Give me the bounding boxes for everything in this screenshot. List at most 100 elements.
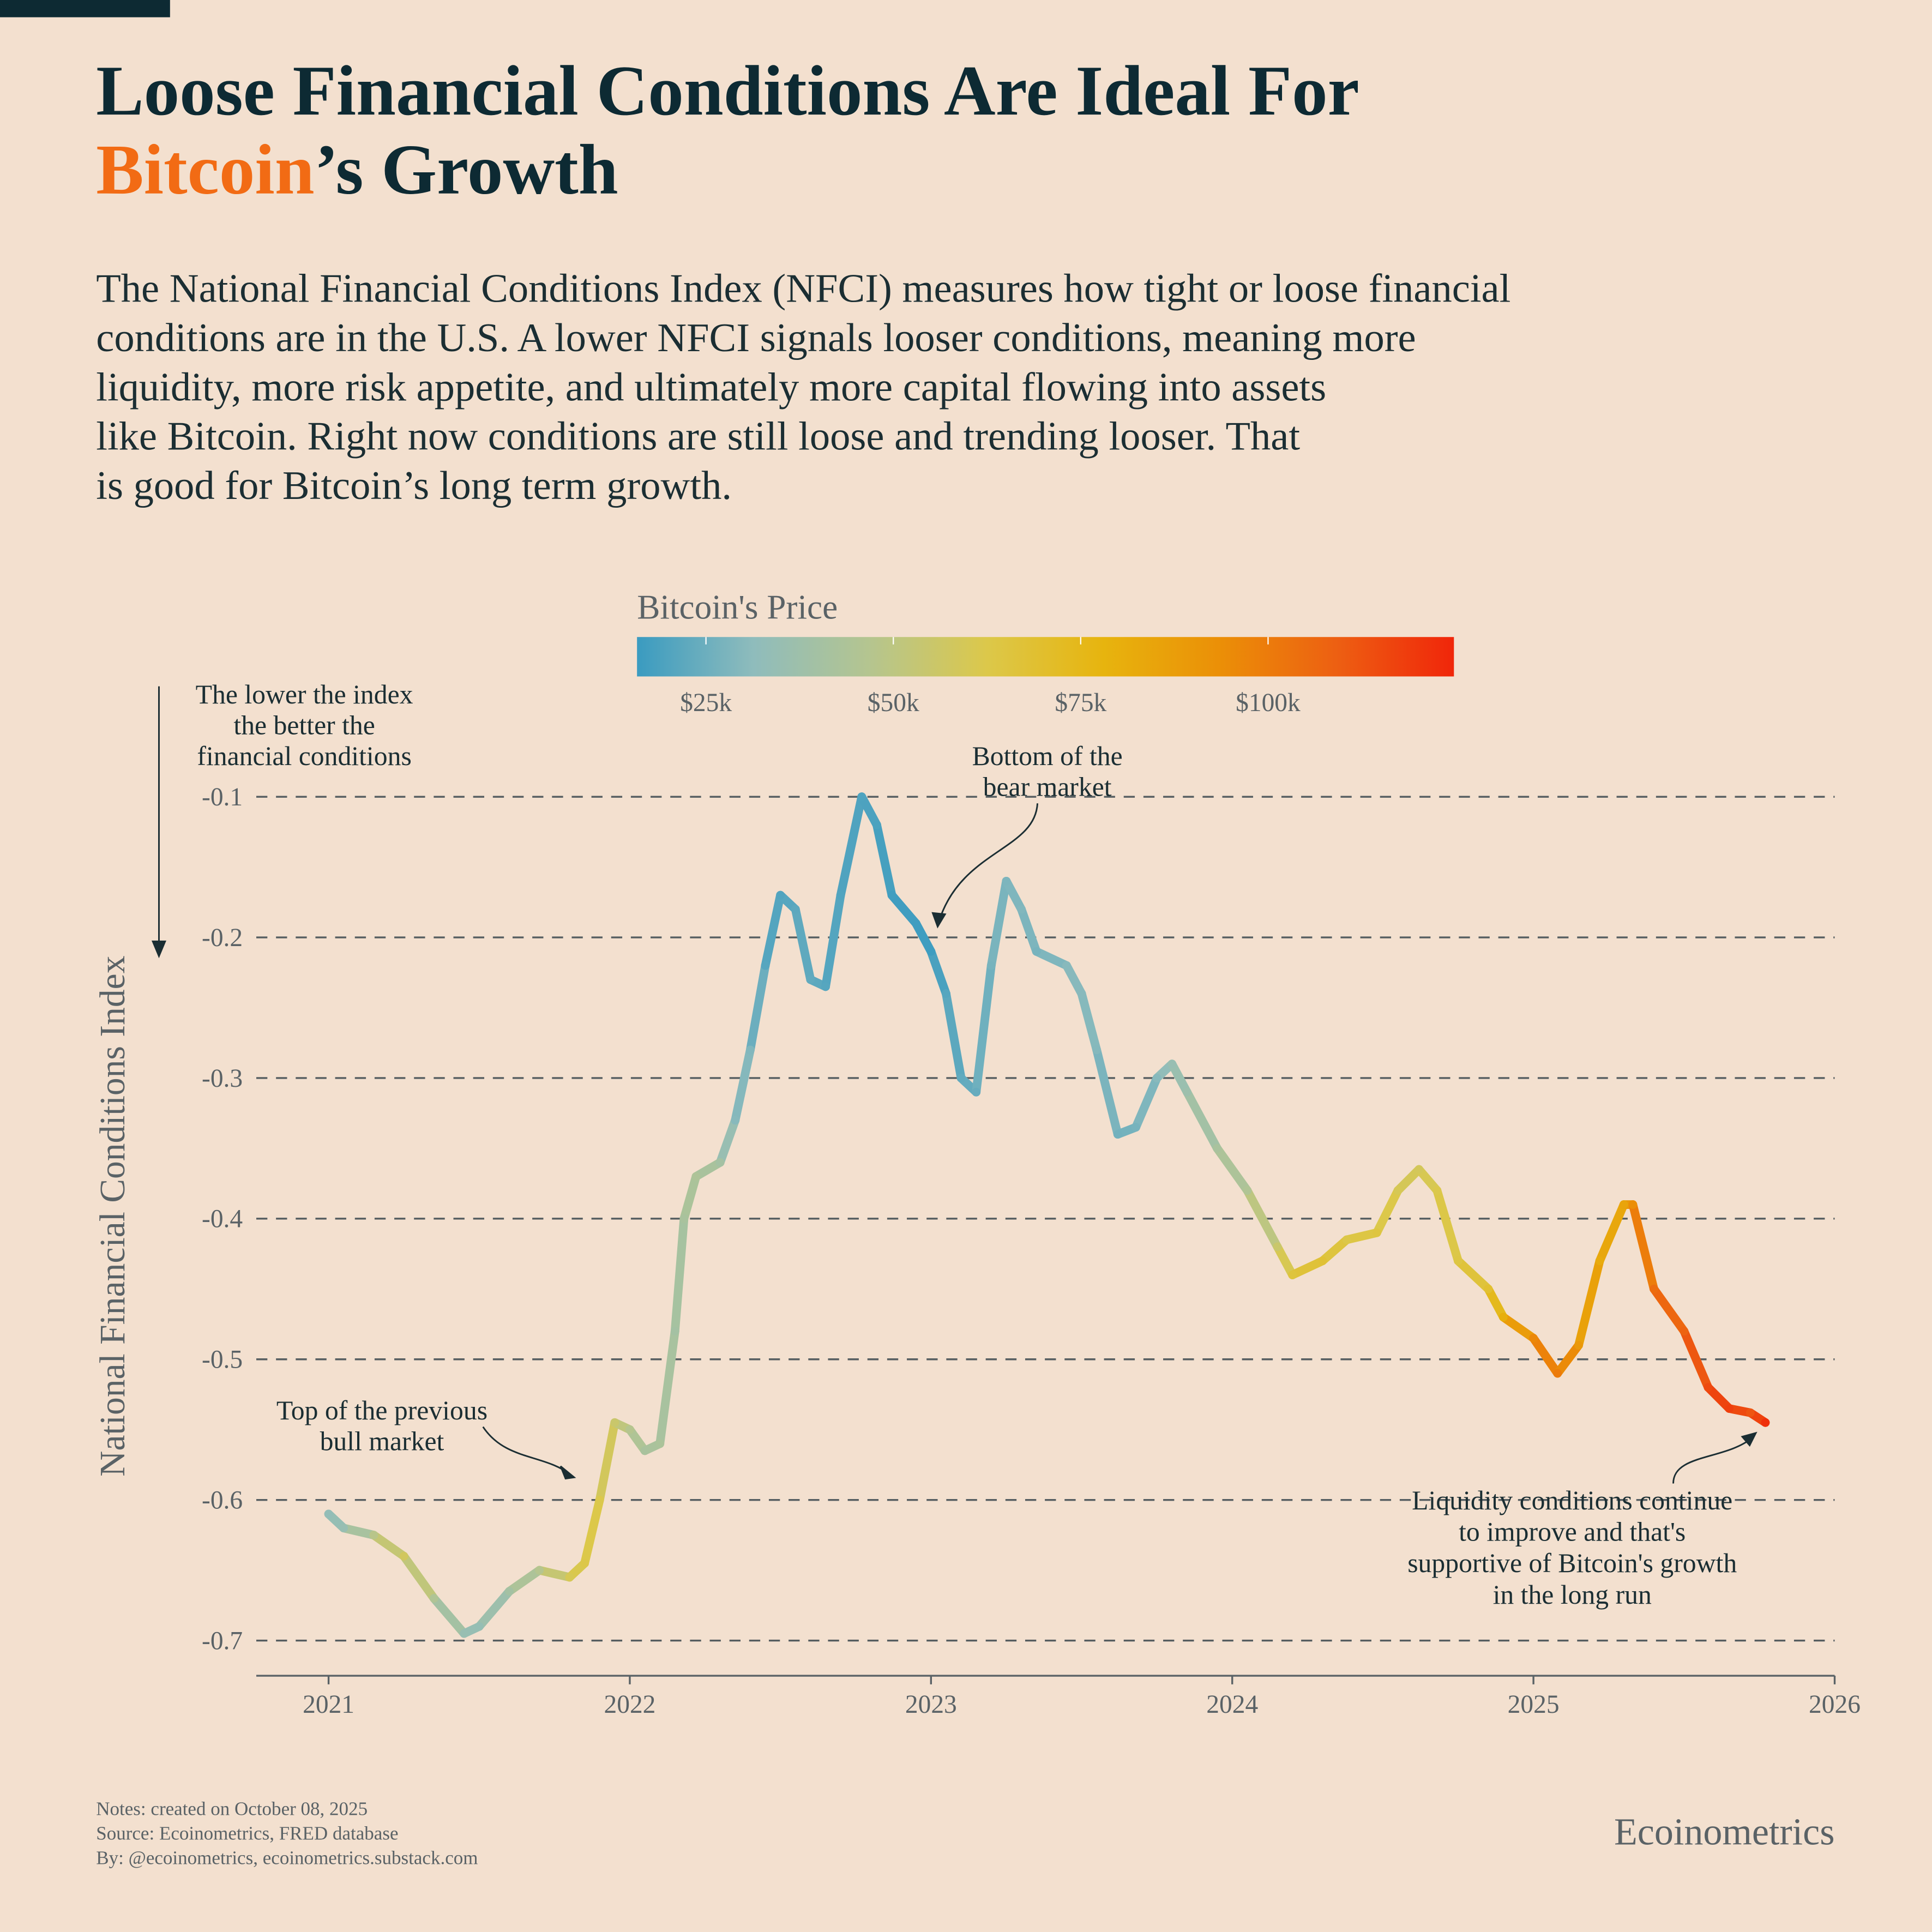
y-tick-label: -0.1 bbox=[202, 783, 243, 811]
x-tick-label: 2021 bbox=[303, 1690, 354, 1719]
point bbox=[1725, 1404, 1734, 1413]
point bbox=[1182, 1087, 1191, 1097]
annotation: the better the bbox=[233, 711, 375, 741]
line-segment bbox=[1243, 1186, 1282, 1251]
point bbox=[691, 1172, 701, 1181]
point bbox=[745, 1045, 755, 1055]
y-tick-label: -0.6 bbox=[202, 1486, 243, 1514]
note: Source: Ecoinometrics, FRED database bbox=[96, 1823, 398, 1844]
line-segment bbox=[972, 961, 996, 1097]
point bbox=[1152, 1074, 1161, 1082]
line-segment bbox=[911, 919, 936, 956]
colorbar bbox=[637, 637, 1454, 677]
point bbox=[1574, 1341, 1583, 1350]
line-segment bbox=[926, 947, 950, 998]
x-tick-label: 2026 bbox=[1809, 1690, 1861, 1719]
point bbox=[1529, 1334, 1538, 1343]
line-segment bbox=[1213, 1143, 1252, 1195]
line-segment bbox=[1131, 1074, 1161, 1132]
line-segment bbox=[1092, 1045, 1122, 1139]
y-tick-label: -0.7 bbox=[202, 1627, 243, 1655]
arrow-head bbox=[151, 940, 166, 959]
point bbox=[806, 975, 815, 984]
point bbox=[1113, 1130, 1122, 1139]
line-segment bbox=[1017, 905, 1041, 956]
point bbox=[1243, 1186, 1252, 1195]
arrow-head bbox=[1741, 1431, 1758, 1447]
line-segment bbox=[1342, 1228, 1381, 1244]
colorbar-tick-label: $100k bbox=[1236, 689, 1301, 717]
point bbox=[670, 1327, 679, 1336]
annotation: Top of the previous bbox=[276, 1395, 487, 1425]
point bbox=[956, 1074, 966, 1082]
x-tick-label: 2023 bbox=[905, 1690, 957, 1719]
line-segment bbox=[887, 890, 920, 928]
line-segment bbox=[1484, 1284, 1508, 1322]
point bbox=[1062, 961, 1071, 970]
annotation: Bottom of the bbox=[972, 741, 1123, 771]
x-tick-label: 2022 bbox=[604, 1690, 656, 1719]
line-segment bbox=[1628, 1200, 1658, 1293]
point bbox=[369, 1531, 378, 1540]
point bbox=[715, 1158, 725, 1167]
point bbox=[1761, 1418, 1770, 1427]
note: Notes: created on October 08, 2025 bbox=[96, 1798, 368, 1819]
line-segment bbox=[715, 1116, 740, 1167]
line-segment bbox=[745, 961, 770, 1055]
title-line: Bitcoin’s Growth bbox=[96, 130, 618, 209]
colorbar-tick-label: $75k bbox=[1055, 689, 1106, 717]
title-rest: ’s Growth bbox=[315, 130, 618, 209]
point bbox=[324, 1509, 333, 1519]
line-segment bbox=[369, 1531, 408, 1561]
point bbox=[1650, 1284, 1658, 1293]
brand: Ecoinometrics bbox=[1614, 1811, 1834, 1853]
line-segment bbox=[1529, 1334, 1562, 1378]
line-segment bbox=[655, 1327, 679, 1448]
point bbox=[474, 1622, 484, 1631]
line-segment bbox=[1182, 1087, 1222, 1153]
point bbox=[1619, 1200, 1628, 1209]
nfci-line bbox=[324, 792, 1770, 1638]
arrow bbox=[938, 803, 1039, 922]
line-segment bbox=[339, 1524, 378, 1540]
point bbox=[857, 792, 866, 802]
line-segment bbox=[836, 792, 866, 900]
line-segment bbox=[1498, 1313, 1538, 1343]
subtitle-line: The National Financial Conditions Index … bbox=[96, 267, 1510, 311]
point bbox=[399, 1551, 408, 1561]
line-segment bbox=[1002, 876, 1026, 914]
line-segment bbox=[1454, 1256, 1493, 1293]
y-tick-label: -0.3 bbox=[202, 1064, 243, 1093]
line-segment bbox=[731, 1045, 755, 1125]
point bbox=[505, 1587, 514, 1596]
point bbox=[1002, 876, 1011, 886]
line-segment bbox=[1372, 1186, 1403, 1237]
annotation: bear market bbox=[983, 772, 1112, 802]
point bbox=[1680, 1327, 1689, 1336]
line-segment bbox=[580, 1495, 604, 1568]
point bbox=[1484, 1284, 1493, 1293]
annotation: Liquidity conditions continue bbox=[1412, 1485, 1732, 1515]
line-segment bbox=[872, 820, 896, 900]
point bbox=[986, 961, 996, 970]
point bbox=[1092, 1045, 1102, 1055]
line-segment bbox=[679, 1172, 701, 1223]
annotation: financial conditions bbox=[197, 741, 411, 771]
point bbox=[535, 1566, 544, 1575]
point bbox=[1288, 1271, 1297, 1279]
line-segment bbox=[1077, 989, 1102, 1055]
point bbox=[887, 890, 896, 900]
line-segment bbox=[691, 1158, 725, 1181]
line-segment bbox=[986, 876, 1011, 970]
line-segment bbox=[1318, 1235, 1351, 1266]
note: By: @ecoinometrics, ecoinometrics.substa… bbox=[96, 1847, 478, 1869]
point bbox=[731, 1116, 740, 1125]
point bbox=[565, 1573, 574, 1582]
x-tick-label: 2025 bbox=[1508, 1690, 1560, 1719]
point bbox=[339, 1524, 348, 1533]
point bbox=[1273, 1242, 1282, 1251]
point bbox=[1433, 1186, 1442, 1195]
line-segment bbox=[670, 1214, 689, 1336]
